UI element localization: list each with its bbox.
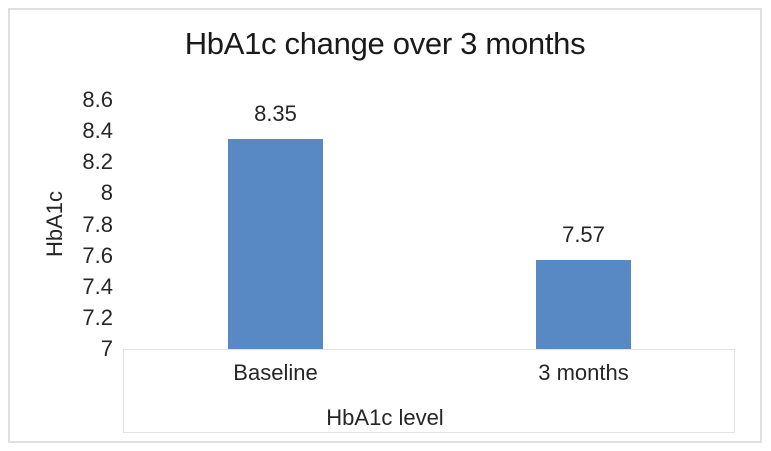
y-tick-label: 7 (100, 336, 113, 361)
chart-title: HbA1c change over 3 months (184, 26, 586, 61)
data-label-baseline: 8.35 (254, 100, 297, 126)
data-label-3-months: 7.57 (562, 222, 605, 248)
bar-3-months (536, 260, 631, 349)
y-tick-label: 8.6 (82, 87, 113, 112)
category-label-3-months: 3 months (538, 360, 629, 385)
y-tick-label: 8 (100, 180, 113, 206)
bar-baseline (228, 138, 323, 349)
y-tick-label: 8.2 (82, 149, 113, 175)
category-label-baseline: Baseline (233, 360, 318, 385)
y-tick-label: 7.2 (82, 304, 113, 330)
y-tick-label: 7.6 (82, 242, 113, 268)
x-axis-label-box (123, 349, 735, 433)
x-axis-title: HbA1c level (326, 405, 444, 430)
y-tick-label: 7.4 (82, 273, 113, 299)
y-tick-label: 7.8 (82, 211, 113, 237)
plot-area (123, 100, 735, 349)
y-tick-label: 8.4 (82, 118, 113, 144)
